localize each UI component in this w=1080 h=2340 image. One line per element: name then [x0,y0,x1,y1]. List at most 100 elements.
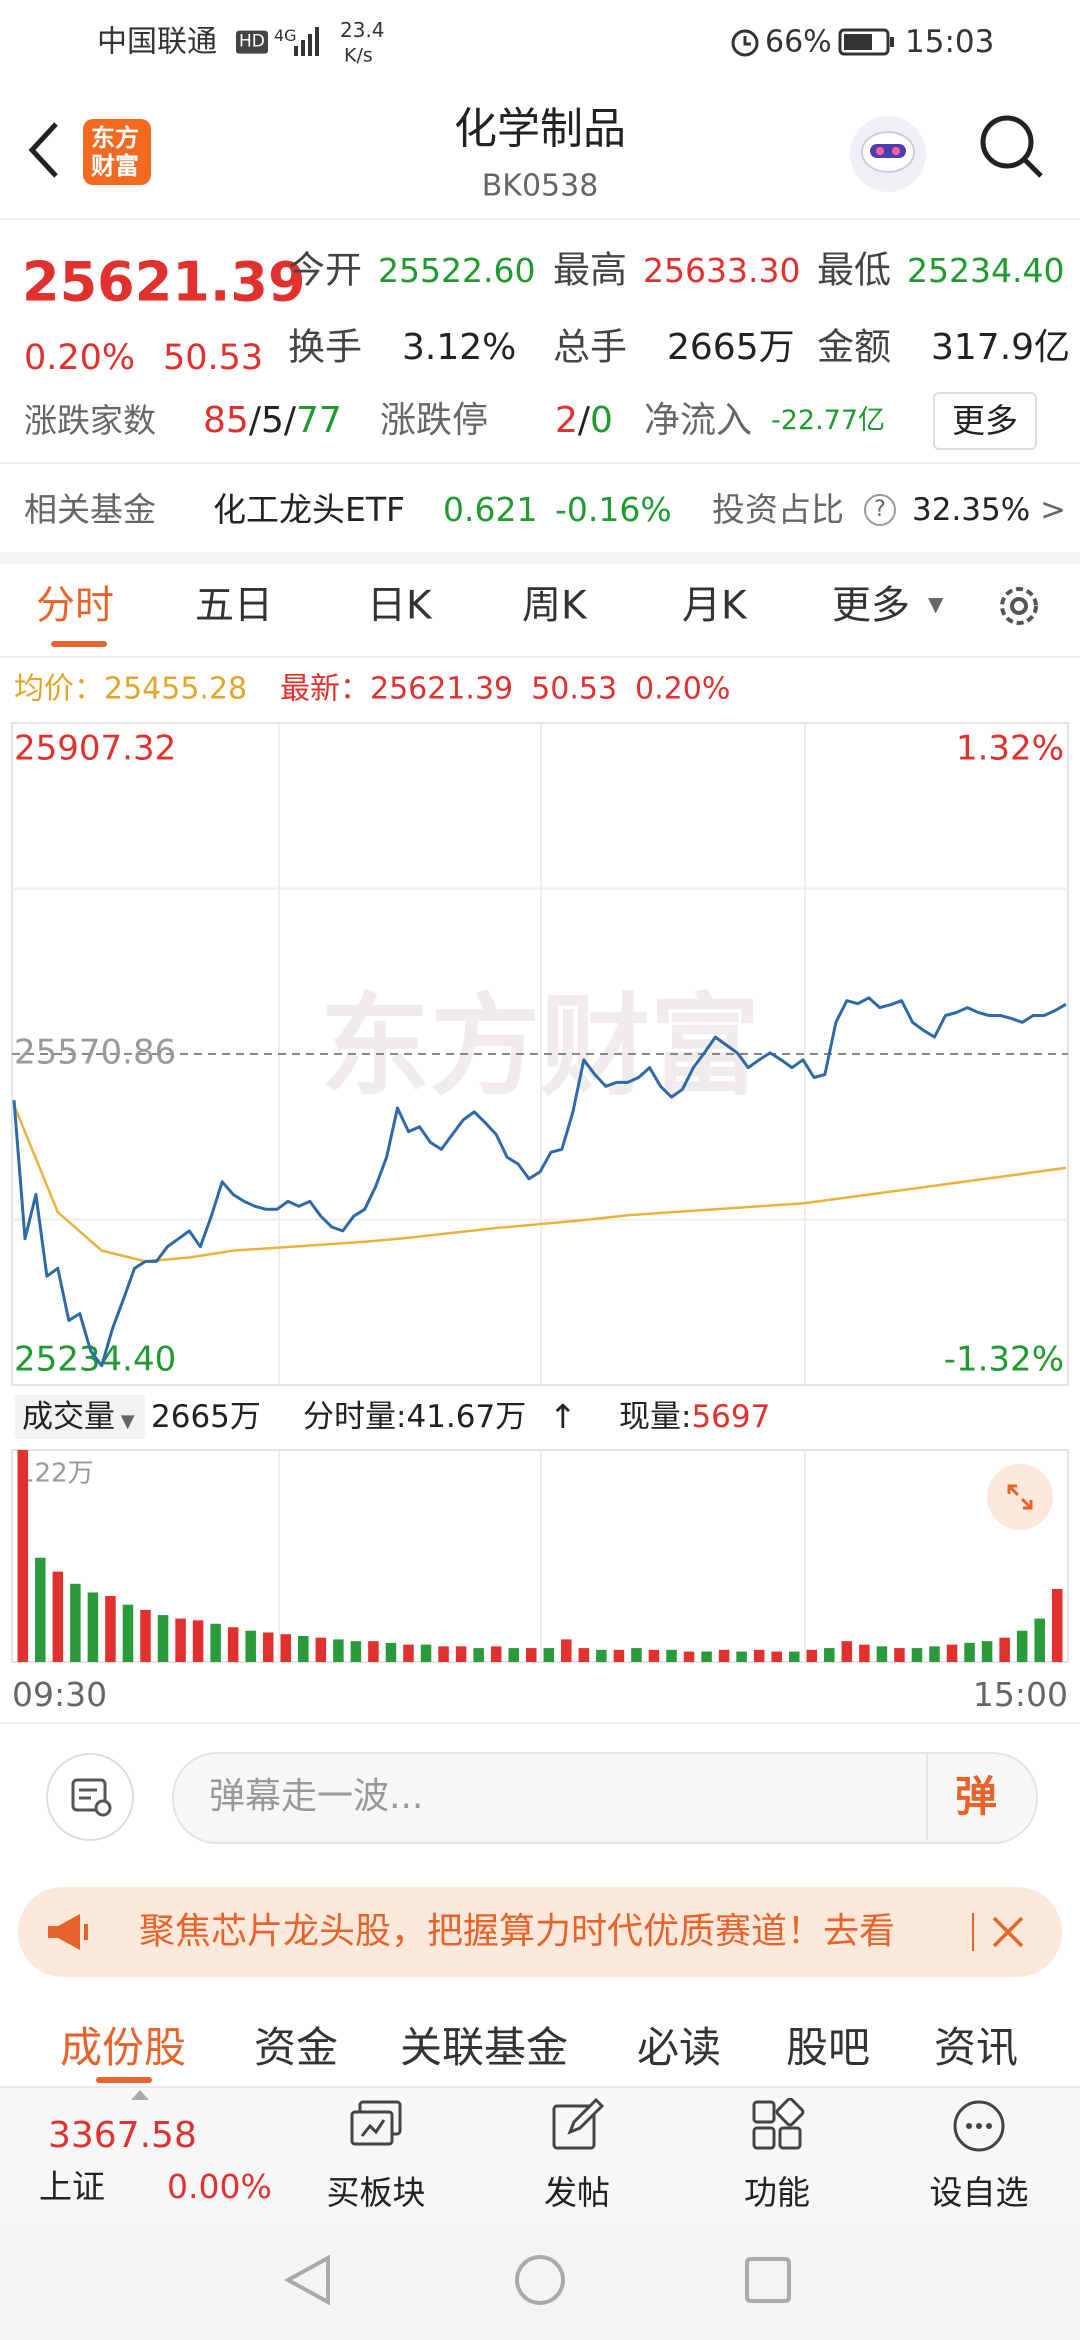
inflow: -22.77亿 [771,405,886,437]
volume-bar [1051,1589,1063,1662]
robot-avatar[interactable] [846,112,930,196]
volume-bar [736,1651,747,1662]
section-tab[interactable]: 资金 [254,2022,339,2072]
separator [0,552,1080,564]
stat-label: 今开 [288,248,362,292]
chart-tab[interactable]: 分时 [36,583,115,629]
stat-label: 总手 [553,325,627,369]
icon-post [552,2098,605,2150]
inflow-label: 净流入 [644,400,753,442]
chart-tab[interactable]: 月K [682,583,747,629]
volume-bar [35,1557,46,1662]
volume-bar [473,1648,484,1662]
search-button[interactable] [975,110,1047,182]
battery: 66% [765,24,832,60]
volume-bar [17,1450,29,1662]
action-label[interactable]: 发帖 [544,2172,610,2212]
price: 25621.39 [22,250,306,314]
volume-bar [929,1646,940,1662]
logo-text: 财富 [91,151,139,180]
volume-bar [262,1632,274,1662]
stat-value: 3.12% [402,327,517,369]
back-button[interactable] [24,120,64,180]
volume-bar [455,1646,467,1662]
section-tab[interactable]: 必读 [637,2022,722,2072]
flat-count: 5 [260,400,284,442]
volume-bar [70,1583,81,1662]
x-label-end: 15:00 [972,1674,1068,1714]
volume-bar [1016,1630,1028,1662]
speed: 23.4 [340,18,385,42]
volume-bar [683,1651,695,1662]
volume-bar [210,1623,221,1662]
volume-bar [788,1651,800,1662]
volume-bar [999,1637,1010,1662]
stat-label: 金额 [817,325,891,369]
more-button[interactable]: 更多 [933,392,1037,450]
alarm-icon [731,29,759,57]
volume-bar [718,1649,730,1662]
volume-bar [806,1649,818,1662]
avg: 25455.28 [104,671,248,707]
settings-button[interactable] [993,580,1045,632]
help-icon[interactable]: ? [864,494,896,526]
index-price: 3367.58 [48,2115,197,2157]
nav-bar [0,2224,1080,2340]
section-tab[interactable]: 股吧 [786,2022,871,2072]
divider [926,1754,928,1840]
ratio-label: 投资占比 [712,489,844,529]
action-label[interactable]: 买板块 [326,2172,426,2212]
section-tab[interactable]: 资讯 [934,2022,1019,2072]
volume-bar [192,1620,204,1662]
action-label[interactable]: 设自选 [929,2172,1029,2212]
volume-bar [280,1634,292,1662]
volume-bar [245,1630,256,1662]
placeholder: 弹幕走一波... [209,1776,424,1818]
banner-clip: 聚焦芯片龙头股，把握算力时代优质赛道！去看 [139,1907,954,1957]
volume-bar [350,1641,362,1662]
volume-bar [298,1635,309,1662]
volume-bar [385,1642,397,1662]
chart-tab[interactable]: 日K [367,583,432,629]
y2-tick-label: -1.32% [944,1340,1064,1380]
section-tab[interactable]: 关联基金 [400,2022,569,2072]
tab-indicator [96,2077,152,2083]
carrier: 中国联通 [97,24,217,60]
close-banner[interactable] [990,1914,1026,1950]
volume-bar [543,1648,555,1662]
chart-tab[interactable]: 周K [522,583,587,629]
y-tick-label: 25570.86 [14,1033,176,1073]
volume-bar [368,1641,379,1662]
section-tab[interactable]: 成份股 [60,2022,187,2072]
selector-bg[interactable] [15,1395,145,1439]
chart-tab[interactable]: 五日 [195,583,274,629]
limit-label: 涨跌停 [380,400,489,442]
chart-tab[interactable]: 更多 [832,583,911,629]
pointer [131,2090,149,2100]
send-danmaku[interactable]: 弹 [955,1771,998,1821]
volume-bar [964,1642,975,1662]
volume-bar [561,1639,572,1662]
volume-bar [122,1604,134,1662]
last: 25621.39 [370,671,514,707]
current-volume: 现量:5697 [619,1400,770,1434]
volume-selector[interactable]: 成交量 ▼ [22,1398,135,1435]
volume-bar [87,1592,99,1662]
dropdown-caret: ▼ [928,592,944,616]
volume-bar [490,1646,502,1662]
danmaku-settings[interactable] [45,1752,135,1842]
volume-bar [1034,1618,1045,1662]
limit: 2/0 [555,401,613,441]
megaphone-icon [48,1914,88,1950]
volume-bar [420,1644,432,1662]
volume-bar [666,1649,677,1662]
sep: / [577,400,591,442]
expand-button[interactable] [987,1464,1053,1530]
divider [0,218,1080,220]
breadth: 85/5/77 [203,401,342,441]
action-label[interactable]: 功能 [744,2172,810,2212]
banner[interactable] [18,1887,1062,1977]
comment-input[interactable] [172,1752,1038,1844]
ratio-arrow[interactable]: > [1040,491,1066,528]
